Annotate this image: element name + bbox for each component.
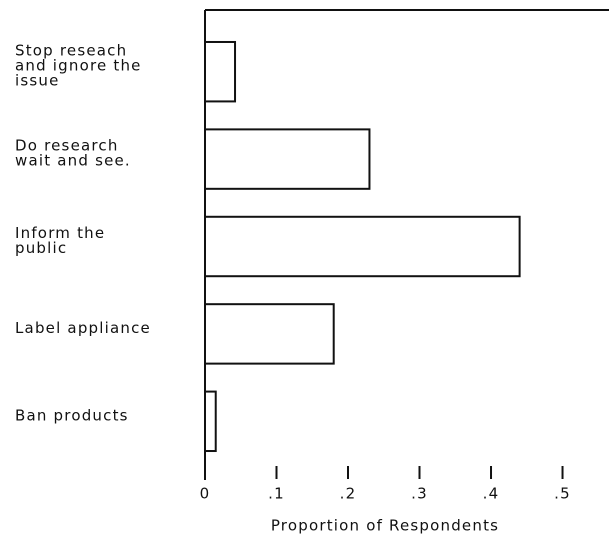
y-tick-label: Ban products bbox=[15, 406, 129, 424]
x-axis-label: Proportion of Respondents bbox=[271, 517, 499, 535]
x-tick-label: .2 bbox=[340, 485, 357, 503]
y-tick-label: Label appliance bbox=[15, 318, 151, 336]
bar bbox=[204, 215, 521, 278]
x-tick-label: .5 bbox=[554, 485, 571, 503]
y-tick-label: Stop reseach and ignore the issue bbox=[15, 41, 142, 89]
x-tick-label: .1 bbox=[268, 485, 285, 503]
x-tick-label: 0 bbox=[200, 485, 211, 503]
bar bbox=[204, 40, 237, 103]
bar bbox=[204, 303, 335, 365]
bar bbox=[204, 128, 371, 190]
y-tick-label: Do research wait and see. bbox=[15, 136, 131, 169]
x-tick-label: .4 bbox=[483, 485, 500, 503]
x-tick-label: .3 bbox=[411, 485, 428, 503]
bar bbox=[204, 390, 217, 453]
y-tick-label: Inform the public bbox=[15, 224, 105, 257]
